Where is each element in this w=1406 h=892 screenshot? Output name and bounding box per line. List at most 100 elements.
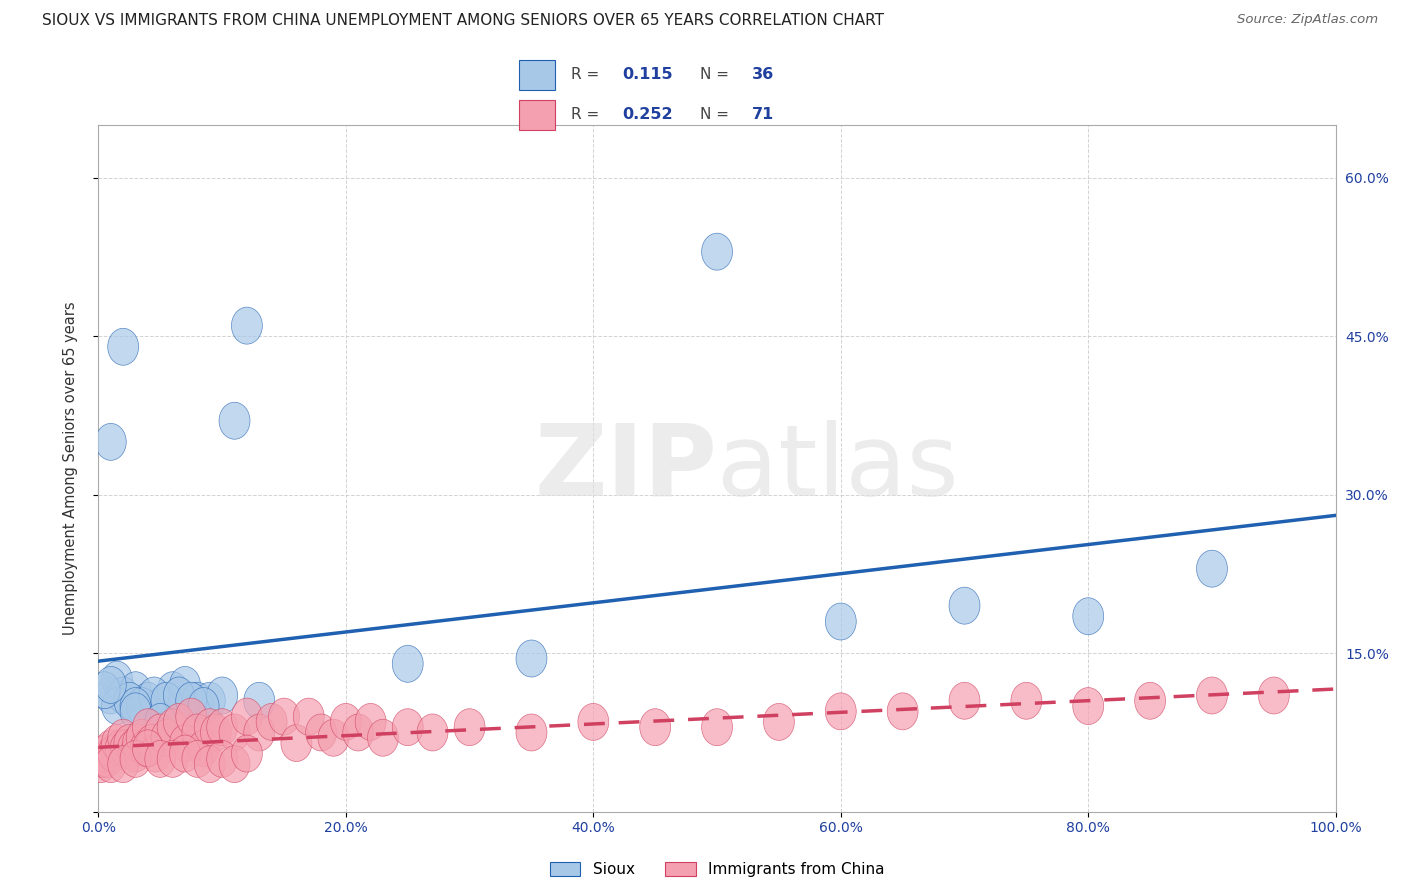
- Ellipse shape: [232, 735, 263, 772]
- Ellipse shape: [136, 724, 167, 762]
- Ellipse shape: [120, 693, 150, 730]
- Ellipse shape: [108, 719, 139, 756]
- Ellipse shape: [118, 730, 149, 767]
- Ellipse shape: [122, 724, 153, 762]
- Ellipse shape: [516, 714, 547, 751]
- Ellipse shape: [108, 746, 139, 782]
- Ellipse shape: [1011, 682, 1042, 719]
- Bar: [519, 61, 554, 90]
- Ellipse shape: [219, 714, 250, 751]
- Ellipse shape: [145, 740, 176, 777]
- Ellipse shape: [89, 735, 120, 772]
- Ellipse shape: [96, 730, 127, 767]
- Ellipse shape: [269, 698, 299, 735]
- Ellipse shape: [343, 714, 374, 751]
- Ellipse shape: [181, 740, 212, 777]
- Ellipse shape: [702, 233, 733, 270]
- Ellipse shape: [949, 682, 980, 719]
- Ellipse shape: [101, 661, 132, 698]
- Ellipse shape: [105, 730, 136, 767]
- Ellipse shape: [127, 688, 157, 724]
- Ellipse shape: [949, 587, 980, 624]
- Ellipse shape: [367, 719, 398, 756]
- Ellipse shape: [825, 693, 856, 730]
- Ellipse shape: [256, 704, 287, 740]
- Ellipse shape: [129, 730, 160, 767]
- Ellipse shape: [157, 708, 188, 746]
- Ellipse shape: [127, 719, 157, 756]
- Ellipse shape: [181, 714, 212, 751]
- Ellipse shape: [702, 708, 733, 746]
- Text: R =: R =: [571, 107, 605, 122]
- Ellipse shape: [87, 740, 118, 777]
- Ellipse shape: [110, 730, 141, 767]
- Ellipse shape: [176, 682, 207, 719]
- Ellipse shape: [101, 688, 132, 724]
- Ellipse shape: [96, 666, 127, 704]
- Ellipse shape: [207, 677, 238, 714]
- Ellipse shape: [887, 693, 918, 730]
- Text: N =: N =: [700, 67, 734, 82]
- Ellipse shape: [330, 704, 361, 740]
- Text: 36: 36: [752, 67, 775, 82]
- Ellipse shape: [86, 746, 117, 782]
- Ellipse shape: [139, 735, 170, 772]
- Ellipse shape: [194, 682, 225, 719]
- Ellipse shape: [120, 735, 150, 772]
- Text: atlas: atlas: [717, 420, 959, 516]
- Ellipse shape: [1135, 682, 1166, 719]
- Ellipse shape: [1258, 677, 1289, 714]
- Text: 0.115: 0.115: [623, 67, 673, 82]
- Ellipse shape: [232, 698, 263, 735]
- Ellipse shape: [132, 730, 163, 767]
- Ellipse shape: [181, 682, 212, 719]
- Ellipse shape: [454, 708, 485, 746]
- Text: SIOUX VS IMMIGRANTS FROM CHINA UNEMPLOYMENT AMONG SENIORS OVER 65 YEARS CORRELAT: SIOUX VS IMMIGRANTS FROM CHINA UNEMPLOYM…: [42, 13, 884, 29]
- Ellipse shape: [145, 704, 176, 740]
- Ellipse shape: [392, 708, 423, 746]
- Ellipse shape: [139, 677, 170, 714]
- Ellipse shape: [188, 688, 219, 724]
- Ellipse shape: [120, 672, 150, 708]
- Ellipse shape: [243, 682, 274, 719]
- Ellipse shape: [281, 724, 312, 762]
- Ellipse shape: [207, 708, 238, 746]
- Ellipse shape: [825, 603, 856, 640]
- Ellipse shape: [114, 724, 145, 762]
- Ellipse shape: [1197, 677, 1227, 714]
- Ellipse shape: [194, 708, 225, 746]
- Ellipse shape: [170, 666, 201, 704]
- Ellipse shape: [89, 672, 120, 708]
- Ellipse shape: [318, 719, 349, 756]
- Ellipse shape: [132, 682, 163, 719]
- Ellipse shape: [392, 645, 423, 682]
- Ellipse shape: [194, 746, 225, 782]
- Ellipse shape: [145, 714, 176, 751]
- Ellipse shape: [516, 640, 547, 677]
- Ellipse shape: [132, 708, 163, 746]
- Y-axis label: Unemployment Among Seniors over 65 years: Unemployment Among Seniors over 65 years: [63, 301, 77, 635]
- Ellipse shape: [150, 682, 181, 719]
- Ellipse shape: [418, 714, 449, 751]
- Ellipse shape: [243, 714, 274, 751]
- Ellipse shape: [170, 724, 201, 762]
- Ellipse shape: [163, 704, 194, 740]
- Text: Source: ZipAtlas.com: Source: ZipAtlas.com: [1237, 13, 1378, 27]
- Ellipse shape: [98, 735, 129, 772]
- Ellipse shape: [1073, 598, 1104, 635]
- Ellipse shape: [232, 307, 263, 344]
- Ellipse shape: [150, 719, 181, 756]
- Ellipse shape: [96, 746, 127, 782]
- Ellipse shape: [114, 682, 145, 719]
- Text: 0.252: 0.252: [623, 107, 673, 122]
- Bar: [519, 100, 554, 130]
- Ellipse shape: [101, 724, 132, 762]
- Ellipse shape: [96, 424, 127, 460]
- Text: 71: 71: [752, 107, 775, 122]
- Ellipse shape: [157, 672, 188, 708]
- Legend: Sioux, Immigrants from China: Sioux, Immigrants from China: [544, 855, 890, 883]
- Ellipse shape: [91, 740, 122, 777]
- Ellipse shape: [176, 698, 207, 735]
- Ellipse shape: [763, 704, 794, 740]
- Text: N =: N =: [700, 107, 734, 122]
